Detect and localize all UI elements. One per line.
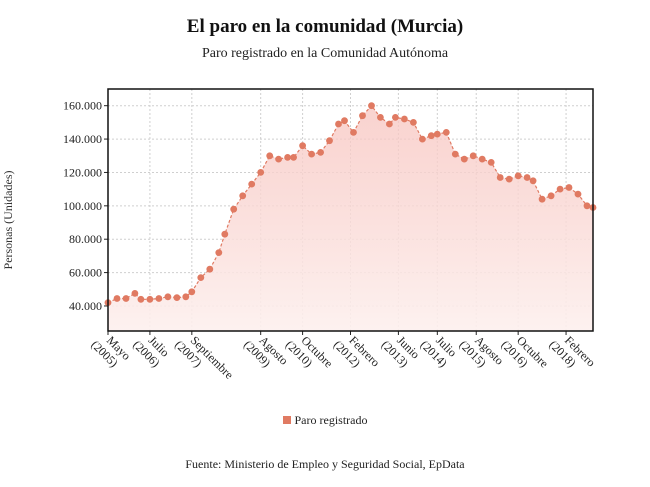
- x-tick-label: Octubre(2010): [283, 328, 336, 381]
- legend-label: Paro registrado: [294, 412, 368, 427]
- x-tick-label: Julio(2014): [418, 328, 460, 370]
- data-point: [326, 137, 333, 145]
- x-tick-label: Febrero(2018): [546, 328, 598, 380]
- data-point: [182, 293, 190, 301]
- data-point: [173, 294, 181, 301]
- data-point: [433, 130, 441, 138]
- data-point: [556, 185, 564, 193]
- data-point: [350, 129, 357, 136]
- legend[interactable]: Paro registrado: [0, 412, 650, 428]
- series-area: [108, 105, 593, 331]
- data-point: [164, 293, 172, 301]
- plot-frame: [107, 88, 594, 332]
- data-point: [401, 115, 408, 123]
- source-note: Fuente: Ministerio de Empleo y Seguridad…: [185, 457, 465, 471]
- data-point: [335, 120, 342, 128]
- data-point: [290, 154, 297, 161]
- data-point: [137, 295, 145, 303]
- data-point: [368, 102, 375, 110]
- data-point: [574, 190, 582, 198]
- data-point: [419, 135, 426, 143]
- data-point: [547, 192, 555, 200]
- y-tick-label: 140.000: [63, 132, 102, 146]
- data-point: [478, 155, 486, 163]
- data-point: [113, 295, 121, 302]
- chart-subtitle: Paro registrado en la Comunidad Autónoma: [201, 46, 449, 61]
- data-point: [275, 155, 282, 163]
- y-tick-label: 160.000: [63, 99, 102, 113]
- data-point: [442, 129, 450, 136]
- data-point: [131, 290, 139, 297]
- x-tick-label: Agosto(2009): [241, 328, 291, 378]
- data-point: [514, 172, 522, 180]
- chart-title: El paro en la comunidad (Murcia): [186, 16, 464, 37]
- x-tick-label: Junio(2013): [379, 328, 423, 372]
- data-point: [308, 150, 315, 158]
- data-point: [299, 142, 306, 150]
- data-point: [197, 274, 205, 281]
- data-point: [284, 154, 291, 161]
- data-point: [239, 192, 247, 200]
- data-point: [359, 112, 366, 120]
- x-tick-label: Febrero(2012): [331, 328, 383, 380]
- y-tick-label: 60.000: [69, 266, 102, 280]
- data-point: [496, 174, 504, 181]
- y-tick-label: 40.000: [69, 299, 102, 313]
- data-point: [529, 177, 537, 185]
- data-point: [221, 230, 229, 238]
- data-point: [392, 114, 399, 121]
- y-tick-label: 120.000: [63, 165, 102, 179]
- data-point: [257, 169, 265, 176]
- data-point: [230, 205, 238, 213]
- data-point: [523, 174, 531, 181]
- data-point: [146, 295, 154, 303]
- x-tick-label: Mayo(2005): [88, 328, 133, 373]
- legend-swatch: [282, 416, 291, 425]
- data-point: [451, 150, 459, 158]
- data-point: [427, 132, 435, 140]
- data-point: [155, 295, 163, 302]
- x-tick-label: Agosto(2015): [457, 328, 507, 378]
- data-point: [215, 249, 223, 256]
- x-tick-label: Julio(2006): [130, 328, 172, 370]
- data-point: [487, 159, 495, 166]
- data-point: [188, 288, 196, 296]
- data-point: [122, 295, 130, 302]
- data-point: [469, 152, 477, 160]
- data-point: [377, 114, 384, 121]
- data-point: [386, 120, 393, 128]
- data-point: [583, 202, 591, 210]
- data-point: [505, 175, 513, 183]
- data-point: [341, 117, 348, 125]
- data-point: [206, 265, 214, 273]
- y-tick-label: 100.000: [63, 199, 102, 213]
- data-point: [565, 184, 573, 191]
- y-axis-label: Personas (Unidades): [1, 171, 15, 270]
- series-line: [107, 104, 594, 304]
- y-tick-label: 80.000: [69, 232, 102, 246]
- data-point: [266, 152, 274, 160]
- data-point: [460, 155, 468, 163]
- x-tick-label: Octubre(2016): [498, 328, 551, 381]
- data-point: [248, 180, 256, 188]
- x-tick-label: Septiembre(2007): [172, 328, 236, 392]
- data-point: [410, 119, 417, 126]
- data-point: [538, 195, 546, 203]
- data-point: [317, 149, 324, 156]
